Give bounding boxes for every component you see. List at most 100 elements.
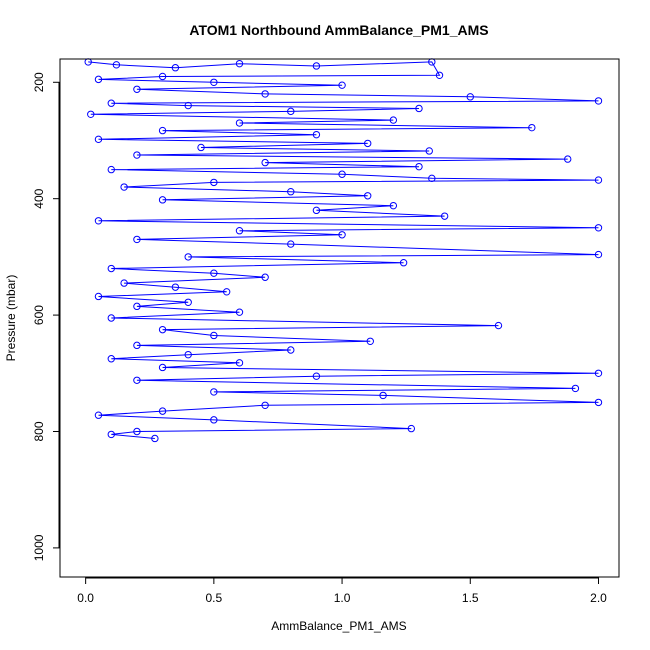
data-point: [184, 298, 192, 306]
data-point: [287, 188, 295, 196]
data-point: [133, 376, 141, 384]
data-point: [494, 321, 503, 330]
data-point: [158, 325, 167, 334]
data-point: [133, 151, 141, 159]
data-point: [120, 279, 128, 287]
data-point: [133, 235, 141, 244]
data-point: [379, 391, 387, 400]
data-point: [94, 411, 103, 419]
data-point: [594, 224, 603, 232]
data-point: [235, 308, 244, 316]
data-point: [158, 126, 167, 135]
data-point: [158, 363, 167, 372]
data-point: [528, 123, 536, 132]
y-tick-label: 600: [32, 305, 46, 325]
data-point: [107, 355, 115, 363]
data-point: [415, 162, 423, 171]
data-point: [338, 81, 346, 89]
data-point: [415, 104, 423, 113]
data-point: [407, 424, 415, 433]
data-point: [312, 130, 321, 139]
data-point: [94, 135, 103, 144]
x-tick-label: 0.5: [206, 591, 223, 605]
data-point: [133, 302, 141, 311]
data-point: [107, 99, 115, 107]
data-point: [235, 59, 244, 68]
x-axis-label: AmmBalance_PM1_AMS: [271, 619, 406, 633]
data-point: [133, 427, 141, 436]
series-line: [88, 61, 599, 439]
data-point: [261, 401, 269, 410]
data-point: [425, 147, 433, 155]
data-point: [594, 250, 603, 259]
data-point: [210, 178, 218, 187]
data-point: [158, 72, 167, 81]
data-point: [184, 350, 192, 359]
y-tick-label: 200: [32, 72, 46, 92]
data-point: [133, 85, 141, 93]
data-point: [133, 341, 141, 350]
data-point: [312, 372, 321, 380]
data-point: [107, 430, 115, 439]
y-tick-label: 400: [32, 188, 46, 208]
x-tick-label: 1.5: [462, 591, 479, 605]
data-point: [594, 369, 603, 377]
data-point: [428, 174, 436, 183]
data-point: [440, 212, 449, 220]
data-point: [389, 116, 398, 124]
data-point: [399, 259, 408, 267]
data-point: [94, 292, 103, 301]
data-point: [235, 119, 244, 127]
data-point: [435, 71, 444, 79]
data-point: [364, 192, 372, 200]
data-point: [107, 264, 115, 273]
data-point: [594, 398, 603, 407]
data-point: [171, 64, 180, 72]
data-point: [94, 217, 103, 225]
data-point: [210, 269, 218, 277]
data-point: [287, 107, 295, 116]
x-axis: 0.0 0.5 1.0 1.5 2.0: [77, 577, 607, 605]
data-point: [184, 101, 192, 110]
data-point: [261, 273, 269, 281]
data-point: [107, 165, 115, 174]
data-point: [87, 110, 95, 118]
data-point: [171, 283, 180, 291]
data-point: [564, 155, 572, 163]
data-point: [312, 62, 321, 70]
data-point: [222, 288, 231, 296]
data-point: [197, 143, 205, 152]
data-point: [364, 139, 372, 148]
data-point: [235, 359, 244, 367]
plot-frame: [59, 58, 620, 578]
y-tick-label: 800: [32, 421, 46, 441]
data-point: [261, 158, 269, 167]
data-point: [210, 331, 218, 340]
x-tick-label: 1.0: [334, 591, 351, 605]
y-tick-label: 1000: [32, 534, 46, 561]
y-axis-label: Pressure (mbar): [4, 275, 18, 362]
data-point: [571, 384, 580, 393]
data-point: [94, 75, 103, 84]
data-point: [594, 176, 603, 184]
data-point: [210, 388, 218, 396]
data-point: [120, 183, 128, 191]
data-point: [184, 253, 192, 261]
data-point: [158, 196, 167, 204]
data-point: [261, 90, 269, 98]
data-point: [366, 337, 374, 345]
series-lines: [88, 61, 599, 439]
data-point: [235, 226, 244, 235]
data-point: [151, 434, 159, 443]
data-point: [210, 416, 218, 424]
data-point: [287, 346, 295, 354]
data-point: [112, 61, 121, 69]
data-point: [466, 93, 474, 101]
y-axis: 200 400 600 800 1000: [32, 72, 60, 561]
data-point: [389, 201, 398, 210]
x-tick-label: 0.0: [77, 591, 94, 605]
chart-title: ATOM1 Northbound AmmBalance_PM1_AMS: [189, 22, 488, 38]
data-point: [287, 240, 295, 248]
data-point: [312, 206, 321, 215]
